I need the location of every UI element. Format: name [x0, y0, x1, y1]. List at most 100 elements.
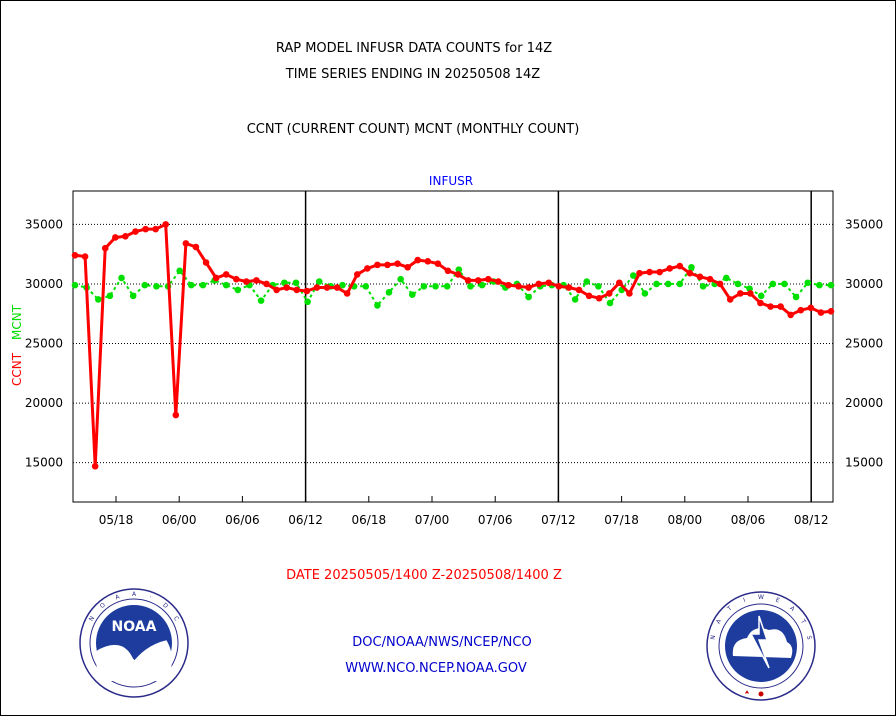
data-point-mcnt — [571, 296, 579, 303]
data-point-ccnt — [696, 273, 704, 281]
y-tick-label-right: 25000 — [845, 337, 883, 351]
data-point-ccnt — [444, 267, 452, 275]
data-point-mcnt — [723, 274, 730, 282]
series-ccnt — [71, 221, 835, 470]
y-tick-label-left: 15000 — [25, 456, 63, 470]
data-point-ccnt — [505, 281, 512, 289]
data-point-mcnt — [478, 281, 486, 289]
data-point-ccnt — [122, 232, 129, 240]
y-axis-label: CCNT MCNT — [10, 304, 24, 386]
x-tick-label: 06/00 — [162, 513, 197, 527]
data-point-ccnt — [807, 304, 815, 312]
data-point-ccnt — [575, 286, 583, 294]
data-point-ccnt — [797, 306, 805, 314]
data-point-ccnt — [293, 286, 301, 294]
data-point-ccnt — [716, 280, 724, 288]
y-axis-ticks: 15000 15000 20000 20000 25000 25000 30000 30000… — [25, 217, 883, 469]
x-tick-label: 08/00 — [668, 513, 703, 527]
data-point-ccnt — [414, 256, 422, 264]
data-point-mcnt — [664, 280, 672, 288]
data-point-mcnt — [734, 280, 742, 288]
y-tick-label-right: 35000 — [845, 217, 883, 231]
chart-title-line2: TIME SERIES ENDING IN 20250508 14Z — [285, 67, 541, 82]
data-point-mcnt — [641, 290, 649, 297]
data-point-ccnt — [525, 284, 532, 291]
data-point-ccnt — [585, 292, 593, 300]
data-point-mcnt — [362, 283, 370, 290]
y-tick-label-left: 20000 — [25, 396, 63, 410]
x-tick-label: 07/18 — [604, 513, 639, 527]
data-point-ccnt — [71, 252, 79, 259]
data-point-ccnt — [726, 296, 734, 303]
series-mcnt — [71, 263, 835, 309]
footer-link-doc[interactable]: DOC/NOAA/NWS/NCEP/NCO — [352, 635, 531, 650]
data-point-mcnt — [106, 292, 114, 300]
footer-link-website[interactable]: WWW.NCO.NCEP.NOAA.GOV — [345, 661, 527, 676]
data-point-mcnt — [129, 292, 137, 300]
x-tick-label: 06/06 — [225, 513, 260, 527]
data-point-ccnt — [384, 261, 391, 269]
data-point-ccnt — [747, 290, 754, 297]
data-point-mcnt — [792, 293, 800, 301]
svg-text:I: I — [742, 597, 746, 604]
data-point-ccnt — [101, 244, 109, 252]
svg-text:A: A — [114, 593, 121, 601]
data-point-ccnt — [424, 258, 432, 265]
data-point-mcnt — [71, 281, 79, 289]
x-tick-label: 07/00 — [415, 513, 450, 527]
data-point-ccnt — [192, 243, 200, 251]
data-point-mcnt — [397, 275, 404, 283]
svg-text:A: A — [715, 617, 724, 625]
data-point-ccnt — [474, 277, 482, 284]
data-point-ccnt — [132, 228, 139, 235]
svg-text:A: A — [132, 591, 137, 598]
data-point-ccnt — [454, 271, 462, 278]
x-tick-label: 07/06 — [478, 513, 513, 527]
x-tick-label: 08/06 — [731, 513, 766, 527]
x-tick-label: 05/18 — [99, 513, 134, 527]
svg-text:N: N — [88, 615, 96, 622]
data-point-ccnt — [353, 271, 361, 278]
data-point-ccnt — [394, 260, 401, 267]
data-point-mcnt — [688, 263, 695, 271]
svg-text:T: T — [799, 618, 808, 626]
data-point-mcnt — [781, 280, 788, 288]
y-tick-label-right: 15000 — [845, 456, 883, 470]
data-point-ccnt — [656, 268, 663, 276]
data-point-ccnt — [616, 279, 623, 287]
data-point-mcnt — [222, 281, 230, 289]
data-point-mcnt — [432, 283, 439, 290]
data-point-ccnt — [283, 284, 290, 291]
svg-text:·: · — [148, 594, 152, 601]
data-point-ccnt — [605, 290, 613, 297]
data-point-ccnt — [595, 294, 603, 302]
svg-text:D: D — [161, 602, 169, 611]
data-point-ccnt — [152, 225, 159, 233]
data-point-ccnt — [333, 284, 341, 291]
data-point-mcnt — [583, 278, 591, 285]
y-tick-label-right: 30000 — [845, 277, 883, 291]
svg-text:W: W — [758, 594, 764, 601]
data-point-ccnt — [817, 309, 825, 316]
data-point-mcnt — [816, 281, 823, 289]
data-point-mcnt — [595, 283, 602, 290]
data-point-mcnt — [315, 278, 323, 285]
data-point-ccnt — [343, 290, 351, 297]
data-point-ccnt — [404, 263, 411, 271]
data-point-ccnt — [182, 240, 190, 247]
y-label-mcnt: MCNT — [10, 304, 24, 340]
data-point-mcnt — [141, 281, 149, 289]
data-point-mcnt — [94, 296, 102, 303]
data-point-mcnt — [804, 279, 812, 287]
noaa-logo: NOAA N O A A · D C — [79, 588, 189, 698]
separator-lines — [304, 191, 812, 502]
data-point-ccnt — [686, 269, 694, 277]
svg-text:N: N — [709, 635, 717, 641]
data-point-mcnt — [234, 286, 242, 294]
data-point-mcnt — [443, 283, 451, 290]
data-point-mcnt — [339, 281, 346, 289]
data-point-mcnt — [827, 281, 835, 289]
data-point-mcnt — [629, 272, 637, 279]
svg-text:S: S — [805, 635, 813, 640]
